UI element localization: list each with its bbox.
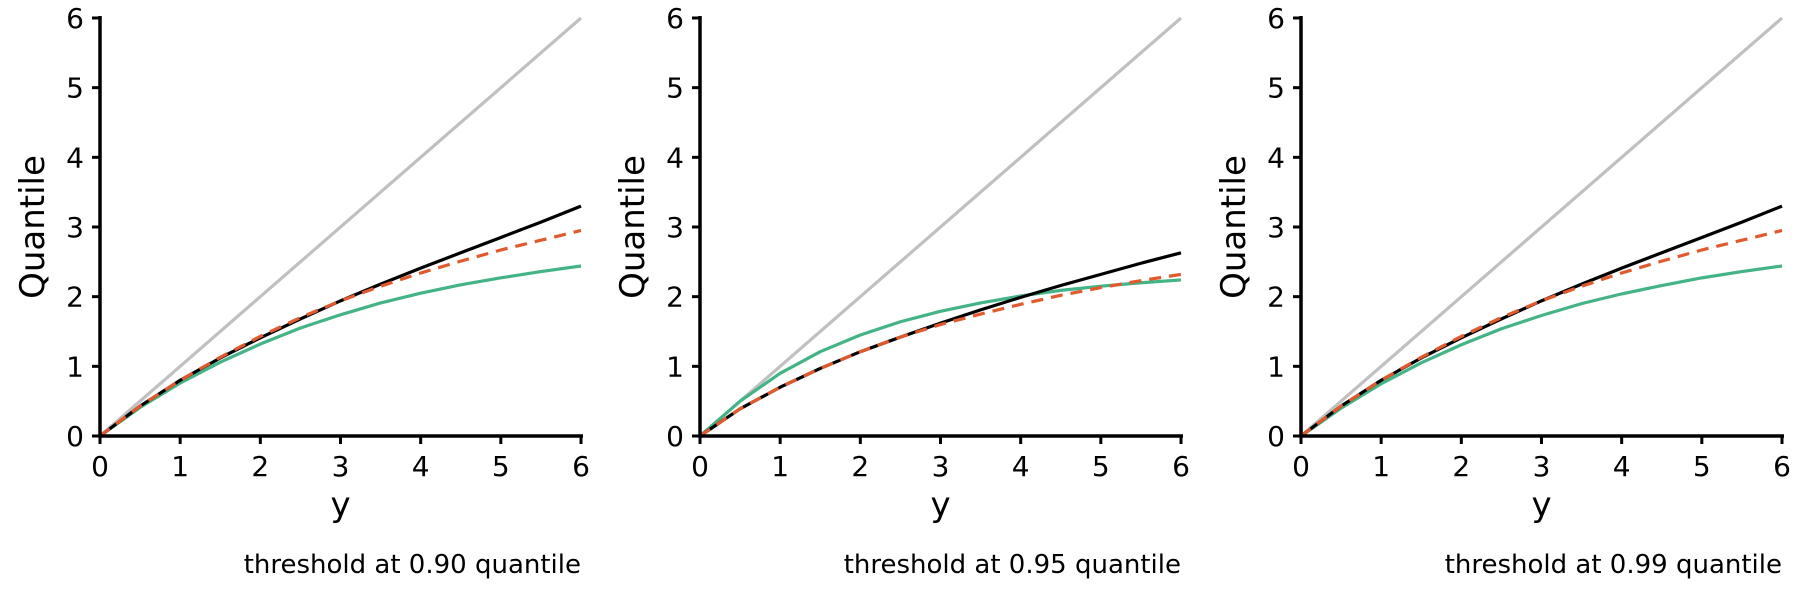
panel-caption: threshold at 0.95 quantile xyxy=(844,550,1181,580)
series-orange-dashed-curve xyxy=(1300,228,1783,438)
y-tick-label: 4 xyxy=(66,141,84,174)
x-tick-label: 0 xyxy=(1292,450,1310,483)
series-green-curve xyxy=(99,264,582,438)
x-tick-label: 2 xyxy=(251,450,269,483)
x-tick-label: 4 xyxy=(1613,450,1631,483)
x-tick-label: 5 xyxy=(1693,450,1711,483)
y-tick-label: 1 xyxy=(666,350,684,383)
series-black-curve xyxy=(699,251,1182,438)
x-tick-label: 3 xyxy=(332,450,350,483)
y-axis-title: Quantile xyxy=(613,155,653,299)
x-axis-title: y xyxy=(930,485,950,525)
series-green-curve xyxy=(698,278,1182,438)
y-tick-label: 5 xyxy=(66,72,84,105)
x-axis-title: y xyxy=(330,485,350,525)
x-tick-label: 5 xyxy=(492,450,510,483)
series-identity-line xyxy=(1299,16,1784,438)
x-tick-label: 5 xyxy=(1092,450,1110,483)
x-tick-label: 2 xyxy=(1452,450,1470,483)
y-tick-label: 5 xyxy=(666,72,684,105)
x-tick-label: 0 xyxy=(91,450,109,483)
series-identity-line xyxy=(698,16,1183,438)
y-tick-label: 4 xyxy=(666,141,684,174)
x-tick-label: 4 xyxy=(412,450,430,483)
x-tick-label: 1 xyxy=(771,450,789,483)
series-orange-dashed-curve xyxy=(699,272,1182,438)
y-tick-label: 0 xyxy=(666,420,684,453)
y-tick-label: 1 xyxy=(66,350,84,383)
series-green-curve xyxy=(1300,264,1783,438)
chart-panel-3: 0 1 2 3 4 5 6 0 1 2 3 4 5 6 y Quantile threshold at 0.99… xyxy=(1214,2,1791,580)
y-tick-label: 2 xyxy=(66,281,84,314)
y-axis-title: Quantile xyxy=(13,155,53,299)
series-black-curve xyxy=(1300,204,1783,438)
series-black-curve xyxy=(99,204,582,438)
y-tick-label: 3 xyxy=(666,211,684,244)
y-tick-label: 2 xyxy=(1267,281,1285,314)
x-tick-label: 6 xyxy=(1773,450,1791,483)
series-orange-dashed-curve xyxy=(99,228,582,438)
x-axis-title: y xyxy=(1531,485,1551,525)
x-tick-label: 2 xyxy=(851,450,869,483)
chart-panel-1: 0 1 2 3 4 5 6 0 1 2 3 4 5 6 y Quantile threshold at 0.90… xyxy=(13,2,590,580)
y-tick-label: 6 xyxy=(1267,2,1285,35)
chart-panel-2: 0 1 2 3 4 5 6 0 1 2 3 4 5 6 y Quantile threshold at 0.95… xyxy=(613,2,1190,580)
x-tick-label: 6 xyxy=(572,450,590,483)
panel-caption: threshold at 0.90 quantile xyxy=(244,550,581,580)
x-tick-label: 4 xyxy=(1012,450,1030,483)
y-tick-label: 1 xyxy=(1267,350,1285,383)
x-tick-label: 6 xyxy=(1172,450,1190,483)
x-tick-label: 1 xyxy=(171,450,189,483)
x-tick-label: 3 xyxy=(1533,450,1551,483)
x-tick-label: 3 xyxy=(932,450,950,483)
y-tick-label: 0 xyxy=(66,420,84,453)
y-tick-label: 5 xyxy=(1267,72,1285,105)
series-identity-line xyxy=(98,16,583,438)
y-axis-title: Quantile xyxy=(1214,155,1254,299)
y-tick-label: 3 xyxy=(66,211,84,244)
y-tick-label: 0 xyxy=(1267,420,1285,453)
x-tick-label: 1 xyxy=(1372,450,1390,483)
y-tick-label: 6 xyxy=(666,2,684,35)
x-tick-label: 0 xyxy=(691,450,709,483)
y-tick-label: 4 xyxy=(1267,141,1285,174)
y-tick-label: 2 xyxy=(666,281,684,314)
panel-caption: threshold at 0.99 quantile xyxy=(1445,550,1782,580)
y-tick-label: 6 xyxy=(66,2,84,35)
y-tick-label: 3 xyxy=(1267,211,1285,244)
